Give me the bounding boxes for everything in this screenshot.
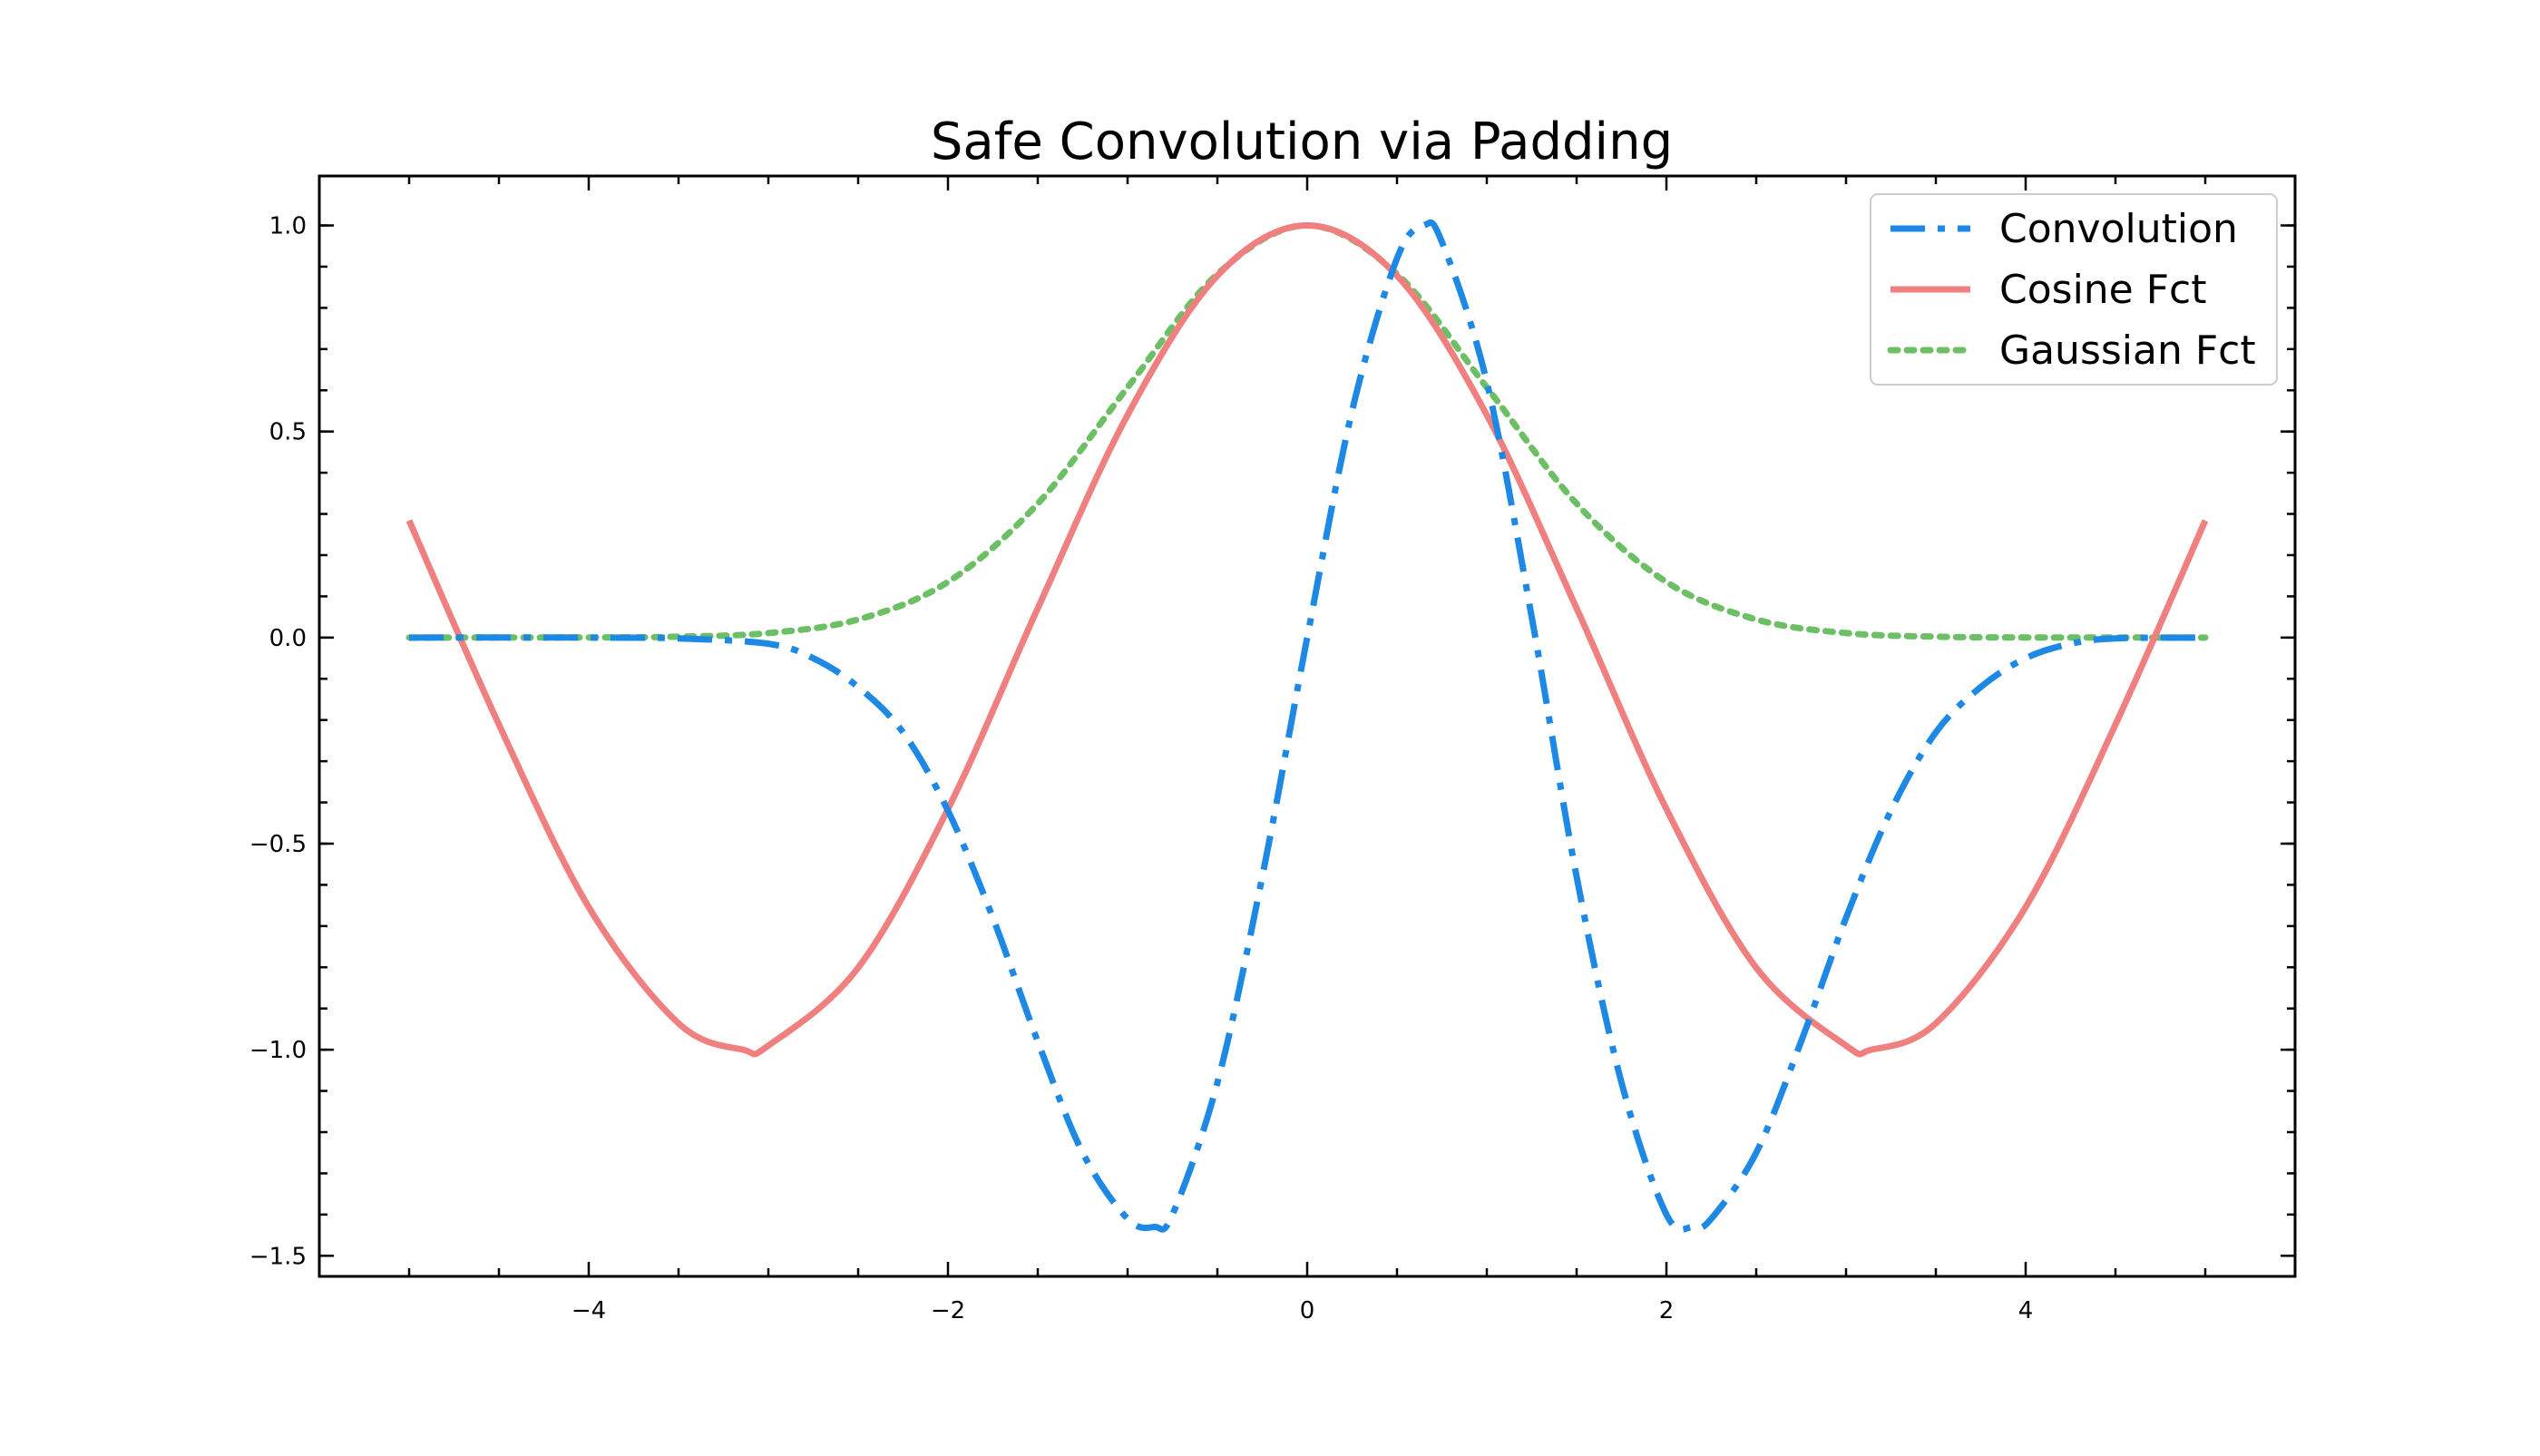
cosine-line: [405, 222, 2209, 1058]
legend-entry-convolution: Convolution: [1999, 206, 2238, 252]
ticks-layer: −4 −2 0 2 4 −1.5 −1.0 −0.5 0.0 0.5 1.0: [249, 176, 2295, 1324]
legend-entry-cosine: Cosine Fct: [1999, 267, 2207, 313]
y-tick-label: −0.5: [249, 831, 307, 858]
legend-entry-gaussian: Gaussian Fct: [1999, 327, 2256, 374]
y-tick-label: 0.0: [269, 625, 307, 652]
x-tick-label: 2: [1659, 1297, 1675, 1324]
legend: Convolution Cosine Fct Gaussian Fct: [1870, 193, 2278, 386]
convolution-line: [408, 219, 2206, 1233]
y-tick-label: −1.5: [249, 1243, 307, 1270]
y-tick-label: 1.0: [269, 213, 307, 240]
x-tick-label: −2: [931, 1297, 965, 1324]
series-layer: [405, 219, 2209, 1233]
x-tick-label: −4: [572, 1297, 606, 1324]
legend-box: [1870, 193, 2278, 386]
chart-title: Safe Convolution via Padding: [931, 112, 1673, 171]
x-tick-label: 4: [2018, 1297, 2034, 1324]
y-tick-label: 0.5: [269, 419, 307, 446]
y-tick-label: −1.0: [249, 1037, 307, 1064]
x-tick-label: 0: [1300, 1297, 1315, 1324]
